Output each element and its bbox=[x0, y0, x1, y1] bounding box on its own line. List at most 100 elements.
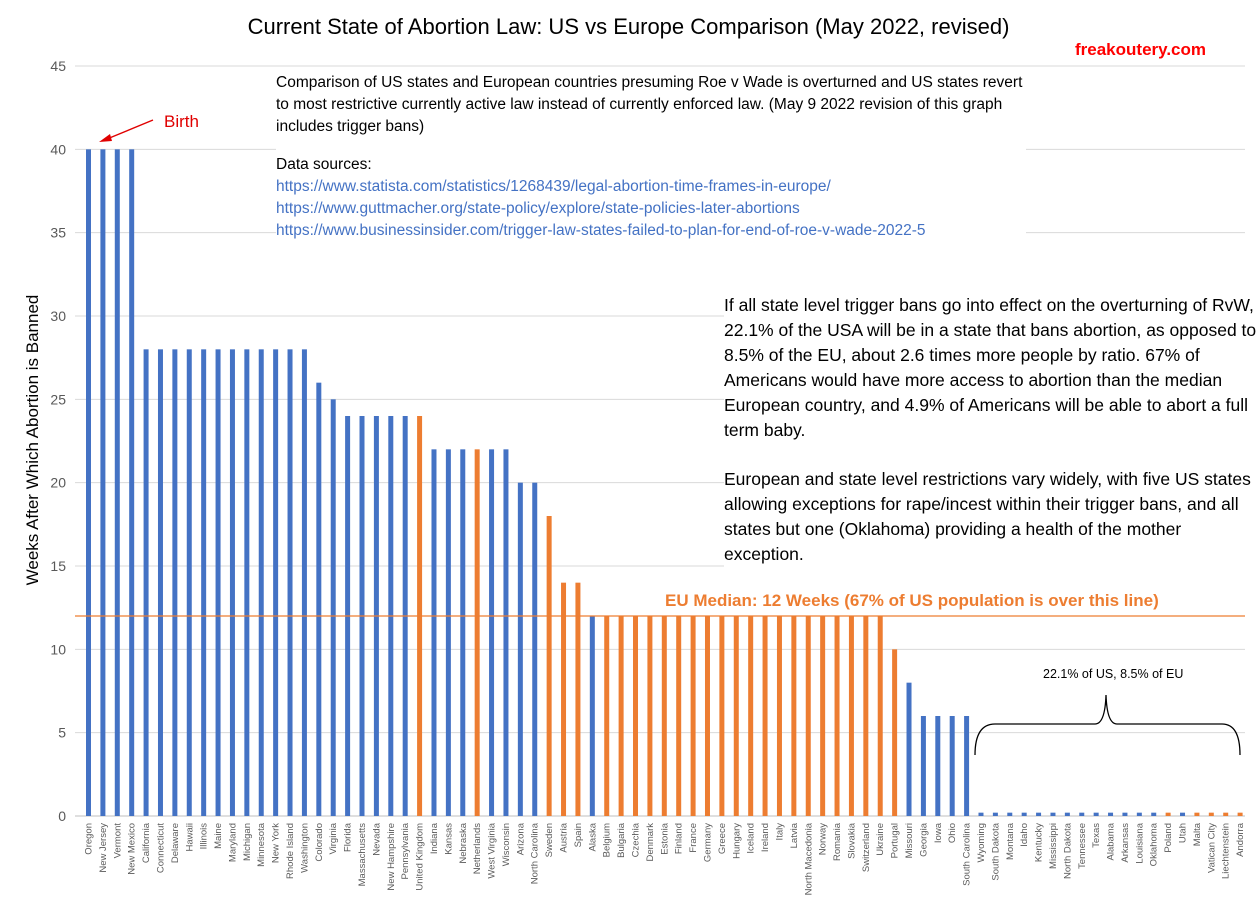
x-tick-label: Switzerland bbox=[861, 823, 872, 872]
y-tick-label: 5 bbox=[58, 725, 66, 741]
bar bbox=[906, 682, 912, 816]
bar bbox=[445, 449, 451, 816]
x-tick-label: Minnesota bbox=[256, 822, 267, 867]
bar bbox=[129, 149, 135, 817]
bar bbox=[920, 716, 926, 816]
y-tick-label: 45 bbox=[50, 58, 66, 74]
x-tick-label: Washington bbox=[299, 823, 310, 873]
x-tick-label: Tennessee bbox=[1077, 823, 1088, 869]
x-tick-label: Finland bbox=[674, 823, 685, 854]
source-link[interactable]: https://www.guttmacher.org/state-policy/… bbox=[276, 200, 800, 217]
x-tick-label: Nevada bbox=[371, 822, 382, 855]
x-tick-label: Liechtenstein bbox=[1221, 823, 1232, 879]
x-tick-label: Massachusetts bbox=[357, 823, 368, 887]
x-tick-label: Norway bbox=[818, 823, 829, 855]
x-tick-label: Arkansas bbox=[1120, 823, 1131, 863]
x-tick-label: West Virginia bbox=[487, 822, 498, 878]
summary-paragraph: European and state level restrictions va… bbox=[724, 469, 1251, 564]
bar bbox=[1021, 812, 1027, 816]
y-tick-label: 40 bbox=[50, 141, 66, 157]
x-tick-label: North Carolina bbox=[530, 822, 541, 884]
x-tick-label: Czechia bbox=[631, 822, 642, 857]
x-tick-label: Vermont bbox=[112, 823, 123, 859]
y-tick-label: 10 bbox=[50, 641, 66, 657]
x-tick-label: Estonia bbox=[659, 822, 670, 854]
x-tick-label: Connecticut bbox=[155, 823, 166, 874]
bar bbox=[877, 616, 883, 816]
bar bbox=[719, 616, 725, 816]
x-tick-label: Greece bbox=[717, 823, 728, 854]
x-tick-label: California bbox=[141, 822, 152, 863]
y-tick-label: 15 bbox=[50, 558, 66, 574]
bar bbox=[1223, 812, 1229, 816]
bar bbox=[258, 349, 264, 816]
bar bbox=[690, 616, 696, 816]
x-tick-label: Hungary bbox=[731, 823, 742, 859]
bar bbox=[1180, 812, 1186, 816]
brace bbox=[974, 694, 1241, 756]
bar bbox=[517, 482, 523, 816]
x-tick-label: New Mexico bbox=[127, 823, 138, 875]
bar bbox=[287, 349, 293, 816]
x-tick-label: Idaho bbox=[1019, 823, 1030, 847]
x-tick-label: Spain bbox=[573, 823, 584, 847]
bar bbox=[114, 149, 120, 817]
bar bbox=[301, 349, 307, 816]
brace-annotation: 22.1% of US, 8.5% of EU bbox=[1043, 667, 1184, 681]
bar bbox=[704, 616, 710, 816]
x-tick-label: Ukraine bbox=[875, 823, 886, 856]
bar bbox=[1194, 812, 1200, 816]
x-tick-label: Oregon bbox=[84, 823, 95, 855]
bar bbox=[100, 149, 106, 817]
bar bbox=[661, 616, 667, 816]
x-tick-label: Illinois bbox=[199, 823, 210, 850]
chart-title: Current State of Abortion Law: US vs Eur… bbox=[247, 14, 1010, 39]
bar bbox=[978, 812, 984, 816]
bar bbox=[1093, 812, 1099, 816]
x-tick-label: Montana bbox=[1005, 822, 1016, 860]
birth-arrowhead bbox=[99, 134, 112, 142]
x-tick-label: Virginia bbox=[328, 822, 339, 854]
bar bbox=[964, 716, 970, 816]
bar bbox=[1108, 812, 1114, 816]
bar bbox=[186, 349, 192, 816]
x-tick-label: Austria bbox=[559, 822, 570, 852]
x-tick-label: Maryland bbox=[227, 823, 238, 862]
x-tick-label: Denmark bbox=[645, 823, 656, 862]
x-tick-label: Poland bbox=[1163, 823, 1174, 853]
bar bbox=[1208, 812, 1214, 816]
bar bbox=[460, 449, 466, 816]
summary-paragraph: If all state level trigger bans go into … bbox=[724, 295, 1257, 440]
x-tick-label: North Dakota bbox=[1062, 822, 1073, 879]
bar bbox=[791, 616, 797, 816]
x-tick-label: Georgia bbox=[918, 822, 929, 857]
bar bbox=[604, 616, 610, 816]
x-tick-label: United Kingdom bbox=[415, 823, 426, 891]
x-tick-label: Utah bbox=[1178, 823, 1189, 843]
x-tick-label: Netherlands bbox=[472, 823, 483, 874]
x-tick-label: France bbox=[688, 823, 699, 853]
x-tick-label: Maine bbox=[213, 823, 224, 849]
notes-intro: Comparison of US states and European cou… bbox=[276, 74, 1023, 135]
x-tick-label: Mississippi bbox=[1048, 823, 1059, 869]
x-tick-label: Kansas bbox=[443, 823, 454, 855]
bar bbox=[561, 582, 567, 816]
bar bbox=[1165, 812, 1171, 816]
bar bbox=[546, 516, 552, 816]
bar bbox=[618, 616, 624, 816]
bar bbox=[330, 399, 336, 816]
bar bbox=[172, 349, 178, 816]
watermark: freakoutery.com bbox=[1075, 40, 1207, 59]
bar bbox=[316, 382, 322, 816]
x-tick-label: Ireland bbox=[760, 823, 771, 852]
summary-box: If all state level trigger bans go into … bbox=[724, 293, 1257, 591]
source-link[interactable]: https://www.statista.com/statistics/1268… bbox=[276, 178, 831, 195]
bar bbox=[201, 349, 207, 816]
bar bbox=[215, 349, 221, 816]
source-link[interactable]: https://www.businessinsider.com/trigger-… bbox=[276, 222, 926, 239]
y-tick-label: 20 bbox=[50, 475, 66, 491]
bar bbox=[157, 349, 163, 816]
x-tick-label: Texas bbox=[1091, 823, 1102, 848]
bar bbox=[834, 616, 840, 816]
x-tick-label: Pennsylvania bbox=[400, 822, 411, 879]
